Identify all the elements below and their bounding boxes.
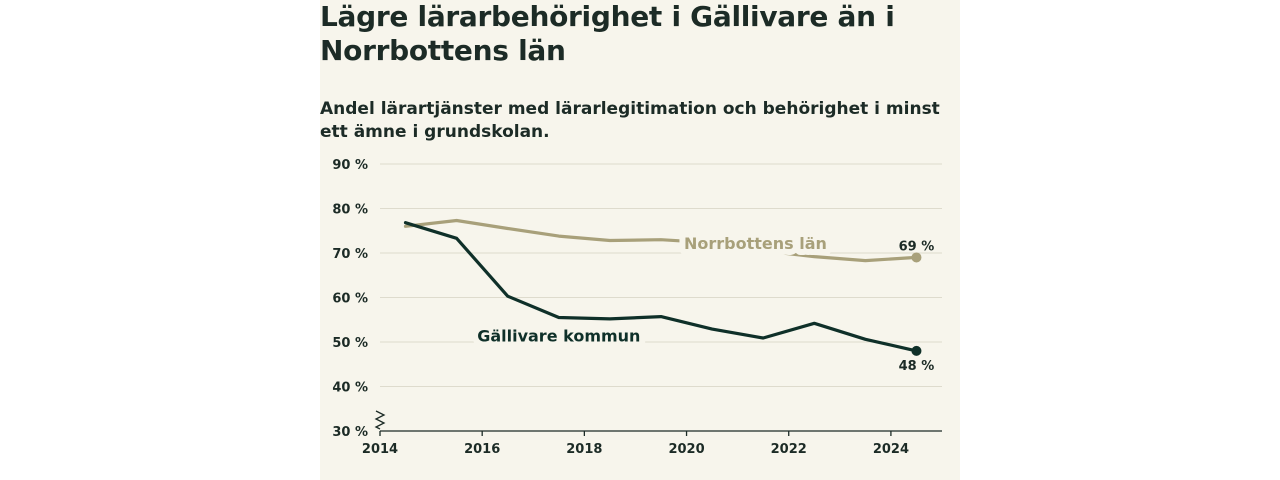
chart-subtitle: Andel lärartjänster med lärarlegitimatio…	[320, 99, 940, 142]
x-tick-label: 2020	[668, 442, 704, 457]
x-tick-label: 2018	[566, 442, 602, 457]
y-tick-label: 90 %	[332, 158, 368, 173]
x-tick-label: 2016	[464, 442, 500, 457]
chart-title: Lägre lärarbehörighet i Gällivare än i N…	[320, 0, 895, 67]
y-tick-label: 40 %	[332, 381, 368, 396]
line-chart: 30 % 40 % 50 % 60 % 70 % 80 % 90 % 2014 2016 2018…	[332, 158, 942, 457]
series-line-norrbotten	[403, 218, 919, 263]
x-tick-label: 2024	[873, 442, 909, 457]
end-value-label: 48 %	[899, 359, 935, 374]
end-point-marker	[911, 252, 922, 263]
chart-card: Lägre lärarbehörighet i Gällivare än i N…	[320, 0, 960, 480]
y-tick-label: 50 %	[332, 336, 368, 351]
y-tick-label: 30 %	[332, 425, 368, 440]
y-tick-label: 60 %	[332, 292, 368, 307]
axis-break-icon	[374, 410, 386, 430]
x-tick-label: 2014	[362, 442, 398, 457]
end-value-label: 69 %	[899, 239, 935, 254]
end-point-marker	[911, 345, 922, 356]
series-label: Norrbottens län	[684, 234, 827, 253]
y-tick-label: 70 %	[332, 247, 368, 262]
x-tick-label: 2022	[771, 442, 807, 457]
y-tick-label: 80 %	[332, 203, 368, 218]
series-line-gallivare	[403, 221, 919, 353]
series-label: Gällivare kommun	[477, 326, 640, 345]
